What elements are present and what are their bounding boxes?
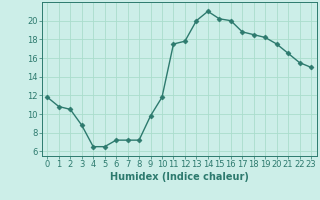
X-axis label: Humidex (Indice chaleur): Humidex (Indice chaleur): [110, 172, 249, 182]
